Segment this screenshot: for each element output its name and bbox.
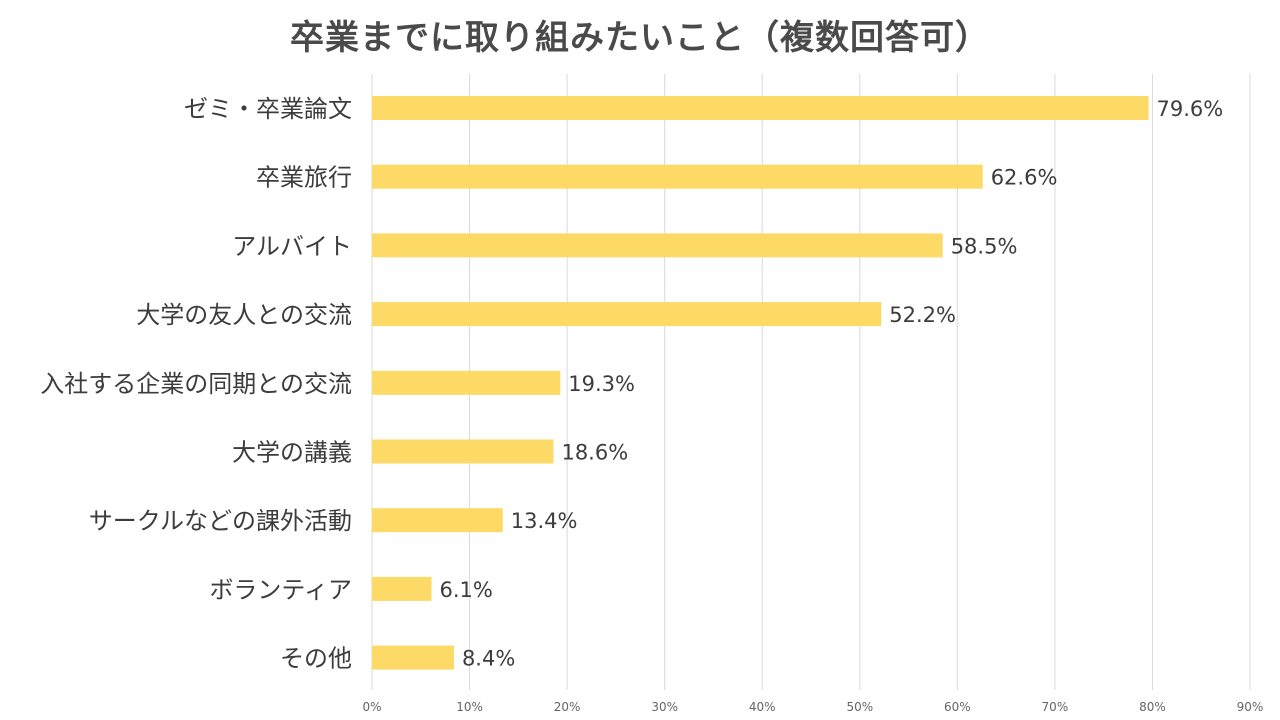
data-label: 62.6% xyxy=(991,166,1058,190)
x-tick-label: 40% xyxy=(749,700,776,714)
data-label: 79.6% xyxy=(1157,97,1224,121)
bar xyxy=(372,164,983,189)
bar xyxy=(372,96,1149,120)
category-label: 大学の友人との交流 xyxy=(136,301,352,329)
bar xyxy=(372,370,561,395)
bar xyxy=(372,576,432,601)
bar-layer xyxy=(372,96,1149,670)
x-tick-label: 60% xyxy=(944,700,971,714)
x-tick-label: 70% xyxy=(1042,700,1069,714)
x-tick-label: 80% xyxy=(1139,700,1166,714)
category-label: サークルなどの課外活動 xyxy=(89,507,352,535)
data-label: 8.4% xyxy=(462,647,515,671)
data-label: 18.6% xyxy=(561,441,628,465)
data-label: 13.4% xyxy=(511,509,578,533)
category-label: 大学の講義 xyxy=(232,439,352,467)
x-tick-label: 0% xyxy=(362,700,381,714)
tick-layer: 0% 10% 20% 30% 40% 50% 60% 70% 80% 90% xyxy=(362,700,1263,714)
data-label: 19.3% xyxy=(568,372,635,396)
category-label: その他 xyxy=(280,645,352,673)
bar xyxy=(372,508,503,533)
category-label: ボランティア xyxy=(209,576,352,604)
category-label: 卒業旅行 xyxy=(256,164,352,192)
x-tick-label: 50% xyxy=(846,700,873,714)
x-tick-label: 90% xyxy=(1237,700,1264,714)
data-label: 58.5% xyxy=(951,234,1018,258)
data-label: 6.1% xyxy=(440,578,493,602)
data-label: 52.2% xyxy=(889,303,956,327)
x-tick-label: 30% xyxy=(651,700,678,714)
x-tick-label: 20% xyxy=(554,700,581,714)
x-tick-label: 10% xyxy=(456,700,483,714)
category-label: 入社する企業の同期との交流 xyxy=(40,370,352,398)
bar xyxy=(372,302,882,327)
bar xyxy=(372,645,454,670)
category-label: アルバイト xyxy=(232,232,352,260)
chart-title: 卒業までに取り組みたいこと（複数回答可） xyxy=(290,18,990,58)
label-layer: ゼミ・卒業論文 79.6% 卒業旅行 62.6% アルバイト 58.5% 大学の友人との交流… xyxy=(40,95,1223,673)
bar xyxy=(372,439,554,464)
bar xyxy=(372,233,943,258)
category-label: ゼミ・卒業論文 xyxy=(184,95,352,123)
